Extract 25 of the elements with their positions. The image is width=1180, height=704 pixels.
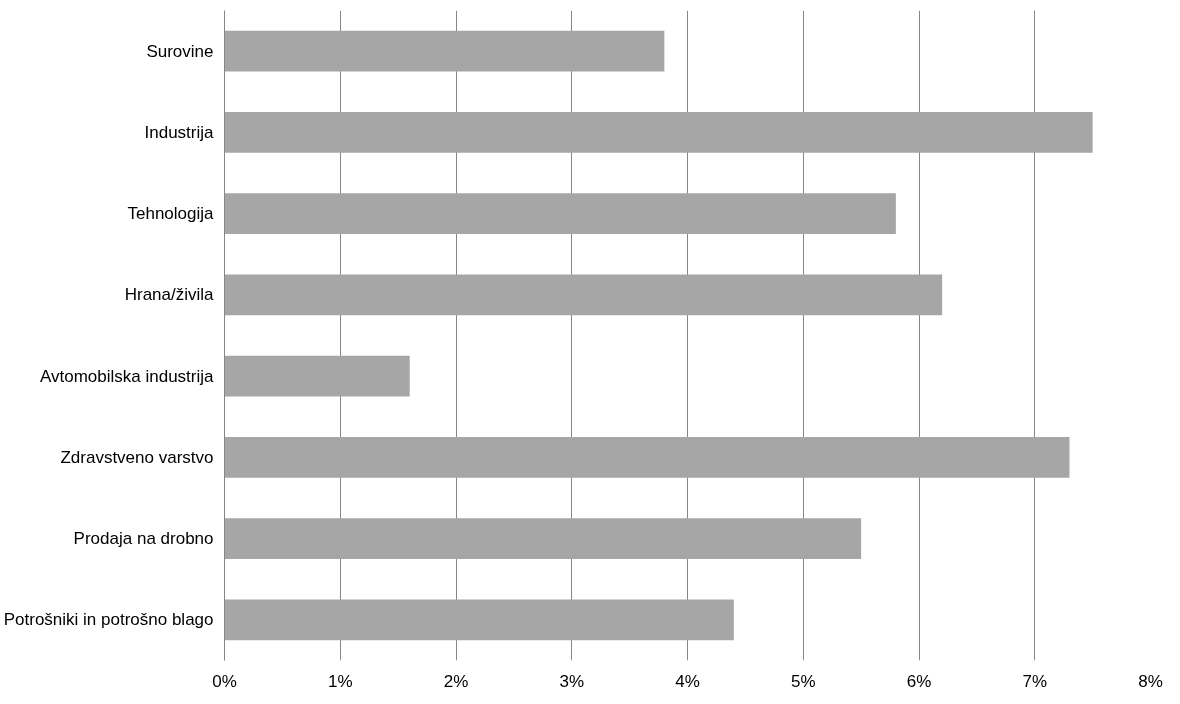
y-tick-label: Surovine (146, 41, 214, 61)
x-tick-label: 3% (559, 671, 585, 691)
x-tick-label: 5% (790, 671, 816, 691)
bar (224, 437, 1070, 478)
y-tick-label: Industrija (144, 122, 215, 142)
y-tick-label: Tehnologija (127, 204, 215, 224)
y-tick-label: Avtomobilska industrija (39, 366, 215, 386)
bar (224, 193, 896, 234)
bar (224, 599, 734, 641)
x-tick-label: 0% (212, 671, 237, 691)
y-tick-label: Potrošniki in potrošno blago (3, 610, 214, 630)
y-tick-label: Hrana/živila (124, 285, 215, 305)
bar (224, 355, 410, 397)
bar (224, 274, 943, 316)
bar (224, 30, 665, 72)
x-tick-label: 2% (443, 671, 469, 691)
x-tick-label: 8% (1138, 671, 1163, 691)
x-tick-label: 7% (1022, 671, 1048, 691)
x-tick-label: 1% (327, 671, 353, 691)
y-tick-label: Zdravstveno varstvo (60, 447, 214, 467)
bar (224, 112, 1093, 153)
bar (224, 518, 862, 559)
x-tick-label: 6% (906, 671, 932, 691)
x-tick-label: 4% (675, 671, 700, 691)
y-tick-label: Prodaja na drobno (73, 529, 214, 549)
